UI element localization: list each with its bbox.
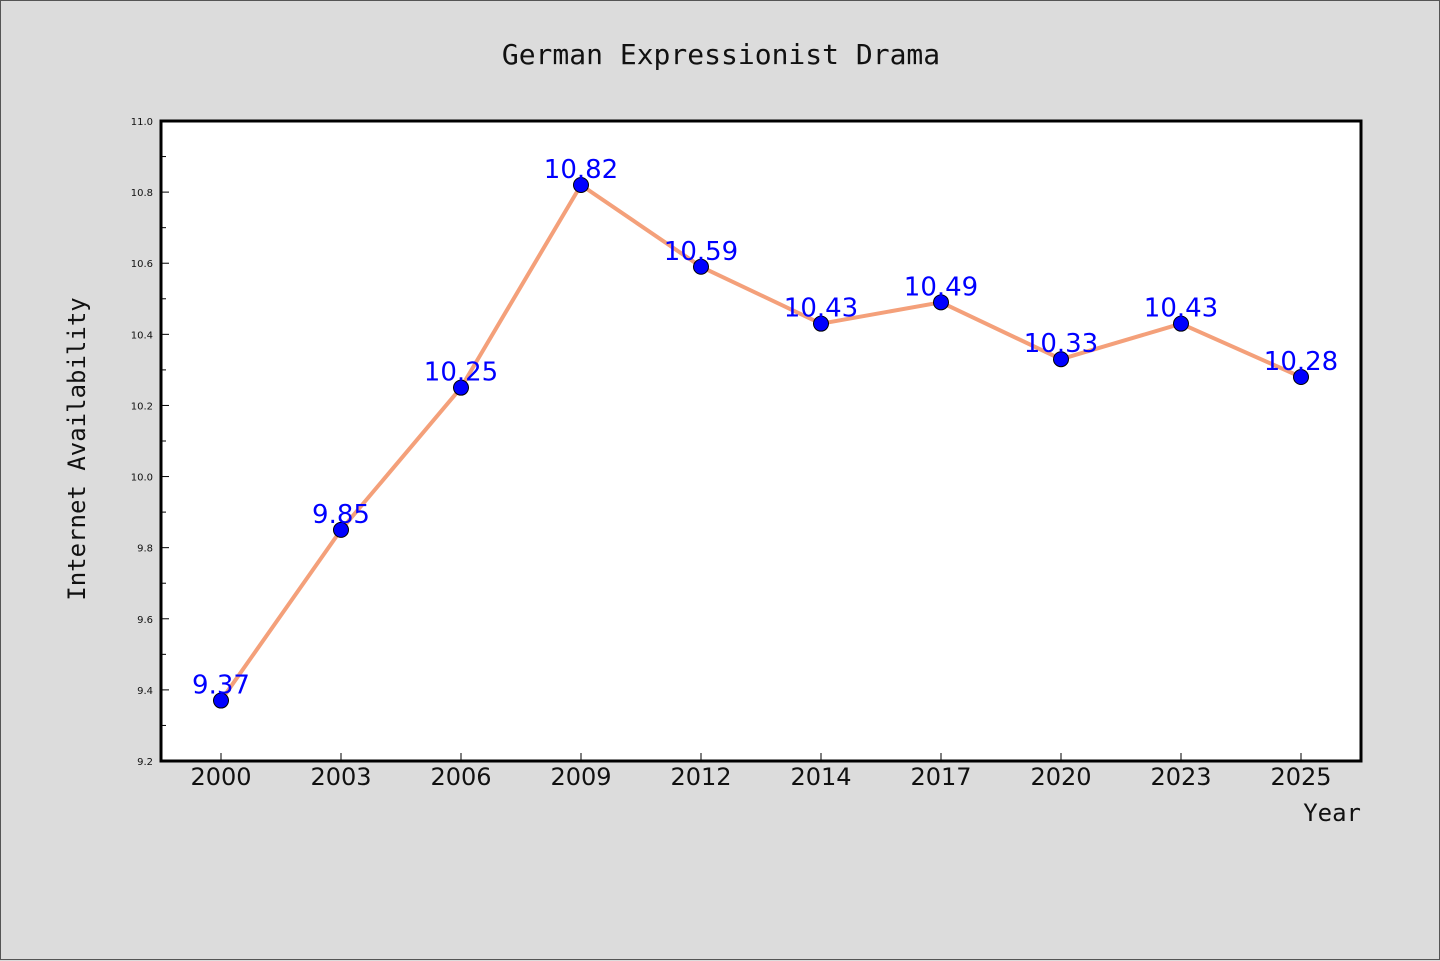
x-axis: 2000 2003 2006 2009 2012 2014 2017 2020 2023 2025 bbox=[190, 753, 1332, 791]
data-point bbox=[453, 379, 469, 396]
data-label: 10.49 bbox=[904, 272, 978, 302]
x-tick-label: 2003 bbox=[310, 763, 371, 791]
y-tick-label: 9.4 bbox=[137, 686, 153, 697]
x-tick-label: 2023 bbox=[1150, 763, 1211, 791]
x-axis-label: Year bbox=[1303, 799, 1361, 827]
data-label: 9.85 bbox=[312, 500, 370, 530]
y-tick-label: 10.8 bbox=[131, 188, 153, 199]
series-layer bbox=[213, 177, 1309, 709]
x-tick-label: 2014 bbox=[790, 763, 851, 791]
data-point bbox=[573, 177, 589, 193]
data-point bbox=[813, 315, 829, 332]
y-tick-label: 10.2 bbox=[131, 401, 153, 412]
y-axis-label: Internet Availability bbox=[63, 297, 91, 600]
x-tick-label: 2017 bbox=[910, 763, 971, 791]
x-tick-label: 2012 bbox=[670, 763, 731, 791]
data-label: 10.33 bbox=[1024, 329, 1098, 359]
y-tick-label: 10.4 bbox=[131, 330, 153, 341]
y-tick-label: 9.8 bbox=[137, 544, 153, 555]
data-label: 10.82 bbox=[544, 155, 618, 185]
data-point bbox=[1053, 351, 1069, 368]
data-label: 10.43 bbox=[1144, 294, 1218, 324]
data-label: 10.59 bbox=[664, 237, 738, 267]
y-tick-label: 11.0 bbox=[131, 117, 153, 128]
y-tick-label: 9.6 bbox=[137, 615, 153, 626]
data-point bbox=[1173, 315, 1189, 332]
data-label: 10.28 bbox=[1264, 347, 1338, 377]
data-label: 10.43 bbox=[784, 294, 858, 324]
plot-area bbox=[159, 119, 1363, 763]
data-point bbox=[213, 692, 229, 709]
y-tick-label: 10.0 bbox=[131, 473, 153, 484]
x-tick-label: 2009 bbox=[550, 763, 611, 791]
x-tick-label: 2006 bbox=[430, 763, 491, 791]
x-tick-label: 2025 bbox=[1270, 763, 1331, 791]
data-label: 10.25 bbox=[424, 358, 498, 388]
data-point bbox=[933, 294, 949, 311]
x-tick-label: 2020 bbox=[1030, 763, 1091, 791]
data-point bbox=[333, 521, 349, 538]
chart-title: German Expressionist Drama bbox=[502, 38, 940, 71]
data-point bbox=[1293, 369, 1309, 385]
data-point bbox=[693, 258, 709, 275]
y-tick-label: 9.2 bbox=[137, 757, 153, 768]
series-line bbox=[219, 183, 1302, 702]
y-tick-label: 10.6 bbox=[131, 259, 153, 270]
data-labels: 9.37 9.85 10.25 10.82 10.59 10.43 10.49 10.33 10… bbox=[192, 155, 1338, 701]
y-axis: 9.2 9.4 9.6 9.8 10.0 10.2 10.4 10.6 10.8 11.0 bbox=[131, 117, 169, 768]
x-tick-label: 2000 bbox=[190, 763, 251, 791]
data-label: 9.37 bbox=[192, 671, 250, 701]
